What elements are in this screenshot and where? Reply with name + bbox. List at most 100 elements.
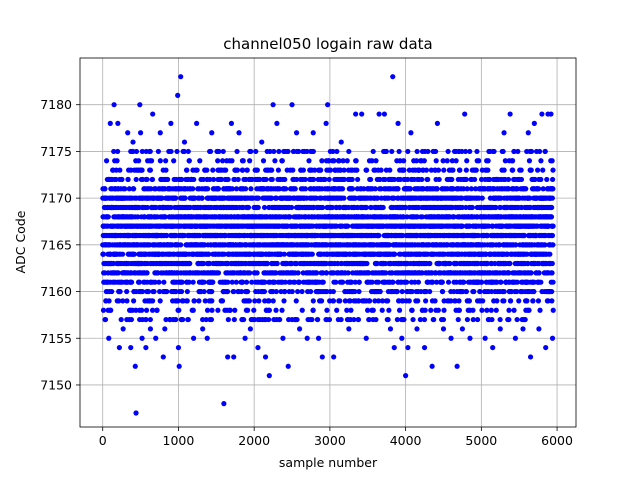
data-point — [415, 298, 421, 304]
data-point — [382, 176, 388, 183]
data-point — [126, 186, 132, 192]
data-point — [238, 288, 245, 295]
data-point — [156, 279, 162, 285]
data-point — [341, 195, 347, 201]
data-point — [256, 298, 262, 304]
data-point — [369, 279, 375, 285]
data-point — [434, 186, 440, 192]
data-point — [240, 158, 246, 164]
data-point — [383, 148, 389, 155]
data-point — [159, 195, 165, 201]
data-point — [244, 279, 250, 285]
data-point — [232, 307, 238, 313]
data-point — [191, 176, 197, 183]
data-point — [273, 270, 279, 276]
data-point — [356, 288, 362, 295]
data-point — [308, 288, 314, 295]
data-point — [341, 176, 347, 183]
data-point — [399, 288, 405, 295]
data-point — [421, 316, 428, 323]
data-point — [318, 298, 325, 304]
data-point — [261, 288, 268, 295]
data-point — [385, 316, 391, 323]
data-point — [457, 167, 463, 173]
data-point — [157, 158, 163, 164]
data-point — [266, 307, 272, 313]
data-point — [201, 279, 207, 285]
data-point — [300, 167, 306, 173]
data-point — [105, 214, 111, 220]
data-point — [133, 176, 139, 183]
data-point — [294, 316, 300, 323]
data-point — [467, 148, 473, 155]
data-point — [245, 204, 252, 211]
data-point — [252, 298, 258, 304]
data-point — [204, 167, 210, 173]
data-point — [220, 148, 226, 155]
data-point — [282, 176, 288, 183]
data-point — [439, 279, 445, 285]
data-point — [233, 186, 240, 192]
data-point — [433, 158, 439, 164]
data-point — [155, 270, 161, 276]
data-point — [333, 279, 339, 285]
data-point — [386, 307, 392, 313]
data-point — [423, 167, 430, 173]
data-point — [117, 167, 123, 173]
data-point — [263, 176, 269, 183]
data-point — [149, 176, 156, 183]
data-point — [271, 148, 277, 155]
data-point — [147, 167, 154, 173]
data-point — [281, 298, 287, 304]
data-point — [440, 316, 447, 323]
data-point — [456, 307, 462, 313]
data-point — [202, 298, 208, 304]
data-point — [287, 214, 293, 220]
data-point — [113, 176, 119, 183]
data-point — [133, 307, 139, 313]
data-point — [231, 316, 237, 323]
data-point — [375, 279, 382, 285]
data-point — [225, 279, 231, 285]
data-point — [366, 270, 372, 276]
data-point — [356, 298, 362, 304]
data-point — [324, 307, 330, 313]
data-point — [251, 307, 257, 313]
data-point — [136, 158, 142, 164]
data-point — [445, 148, 451, 155]
data-point — [111, 148, 117, 155]
data-point — [194, 167, 200, 173]
data-point — [208, 316, 215, 323]
data-point — [100, 307, 107, 313]
data-point — [433, 148, 439, 155]
data-point — [171, 158, 177, 164]
data-point — [200, 176, 206, 183]
data-point — [386, 242, 392, 248]
data-point — [355, 176, 361, 183]
data-point — [281, 251, 287, 257]
data-point — [425, 148, 431, 155]
data-point — [444, 158, 450, 164]
data-point — [421, 158, 427, 164]
data-point — [334, 148, 340, 155]
data-point — [383, 270, 389, 276]
data-point — [423, 298, 429, 304]
data-point — [154, 307, 160, 313]
data-point — [327, 167, 334, 173]
data-point — [151, 288, 157, 295]
data-point — [342, 298, 348, 304]
data-point — [296, 279, 302, 285]
data-point — [345, 223, 351, 229]
data-point — [330, 148, 336, 155]
data-point — [319, 158, 325, 164]
data-point — [249, 279, 255, 285]
data-point — [435, 167, 442, 173]
data-point — [187, 260, 193, 267]
data-point — [432, 298, 438, 304]
data-point — [161, 279, 167, 285]
data-point — [341, 167, 347, 173]
data-point — [349, 176, 355, 183]
data-point — [471, 288, 477, 295]
data-point — [315, 316, 321, 323]
data-point — [376, 232, 382, 239]
